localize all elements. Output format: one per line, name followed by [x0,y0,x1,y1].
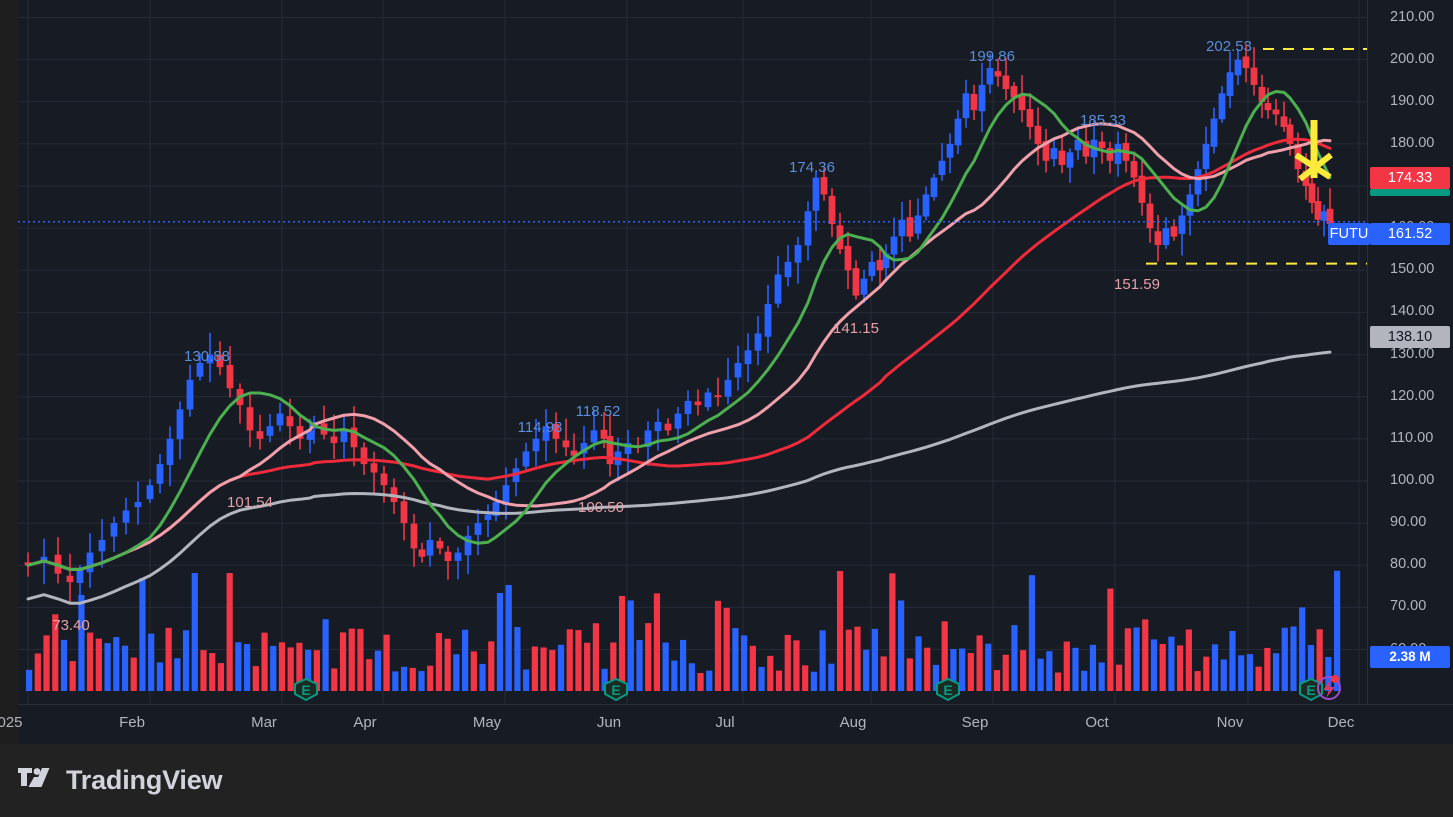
price-tick-80-00: 80.00 [1390,556,1427,573]
ma-grey-price-tag: 138.10 [1370,326,1450,348]
price-tick-190-00: 190.00 [1390,92,1435,109]
annotation-151-59: 151.59 [1114,276,1160,293]
branding-bar: TradingView [0,744,1453,817]
annotation-100-50: 100.50 [578,499,624,516]
annotation-202-53: 202.53 [1206,38,1252,55]
ma-green-price-tag [1370,189,1450,196]
ma-red-long [26,137,1332,571]
time-tick-025: 025 [0,714,23,731]
ma-grey-200 [26,350,1332,605]
time-tick-jul: Jul [715,714,735,731]
chart-plot-area[interactable]: E E E E 73.40 130.88 101.54 114.98 118.52 1… [18,0,1367,704]
annotation-185-33: 185.33 [1080,112,1126,129]
time-tick-dec: Dec [1327,714,1355,731]
price-tick-90-00: 90.00 [1390,514,1427,531]
time-tick-nov: Nov [1216,714,1244,731]
earnings-marker[interactable]: E [294,677,318,702]
grid-lines [18,0,1367,704]
svg-text:E: E [943,682,952,698]
annotation-114-98: 114.98 [517,419,563,436]
price-tick-150-00: 150.00 [1390,261,1435,278]
price-tick-100-00: 100.00 [1390,471,1435,488]
time-tick-aug: Aug [839,714,867,731]
annotation-174-36: 174.36 [789,159,835,176]
time-tick-oct: Oct [1085,714,1109,731]
yellow-marker-annotation [1294,120,1333,182]
last-price-tag: 161.52 [1370,223,1450,245]
svg-text:E: E [611,682,620,698]
price-tick-110-00: 110.00 [1390,429,1434,446]
volume-value-tag: 2.38 M [1370,646,1450,668]
tradingview-logo-icon [18,767,50,787]
price-tick-210-00: 210.00 [1390,8,1435,25]
earnings-marker[interactable]: E [604,677,628,702]
brand-name: TradingView [66,765,223,795]
symbol-tag: FUTU [1328,223,1370,245]
annotation-141-15: 141.15 [833,320,879,337]
time-axis[interactable]: 025 Feb Mar Apr May Jun Jul Aug Sep Oct Nov Dec [0,704,1453,744]
price-tick-70-00: 70.00 [1390,598,1427,615]
svg-text:E: E [1306,682,1315,698]
volume-bars [26,570,1341,691]
time-tick-mar: Mar [251,714,277,731]
annotation-73-40: 73.40 [52,617,90,634]
annotation-101-54: 101.54 [227,494,273,511]
earnings-marker[interactable]: E [1299,677,1323,702]
time-tick-feb: Feb [119,714,145,731]
earnings-marker[interactable]: E [936,677,960,702]
price-tick-180-00: 180.00 [1390,134,1435,151]
price-tick-130-00: 130.00 [1390,345,1435,362]
ma-red-price-tag: 174.33 [1370,167,1450,189]
annotation-118-52: 118.52 [575,403,621,420]
time-tick-sep: Sep [961,714,989,731]
price-tick-200-00: 200.00 [1390,50,1435,67]
annotation-130-88: 130.88 [184,348,230,365]
annotation-199-86: 199.86 [969,48,1015,65]
ma-green-short [26,90,1332,571]
time-tick-may: May [472,714,502,731]
ma-pink-mid [26,122,1332,571]
price-tick-120-00: 120.00 [1390,387,1435,404]
left-gutter [0,0,18,744]
price-axis[interactable]: 210.00200.00190.00180.00170.00160.00150.… [1328,0,1453,704]
time-tick-apr: Apr [353,714,377,731]
time-tick-jun: Jun [596,714,622,731]
price-tick-140-00: 140.00 [1390,303,1435,320]
svg-text:E: E [301,682,310,698]
lightning-bolt-icon[interactable] [1317,675,1341,700]
